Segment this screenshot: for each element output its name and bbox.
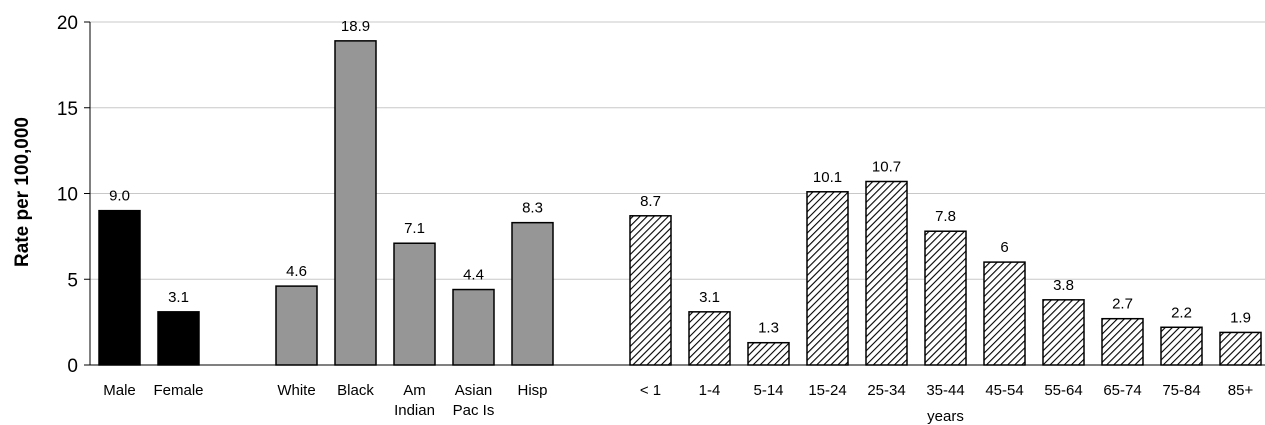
y-tick-label: 20 [57, 13, 78, 34]
data-label: 1.9 [1230, 309, 1251, 326]
y-tick-label: 15 [57, 99, 78, 120]
data-label: 1.3 [758, 320, 779, 337]
data-label: 18.9 [341, 18, 370, 35]
data-label: 3.8 [1053, 277, 1074, 294]
bar [157, 311, 200, 366]
y-tick-label: 0 [67, 356, 78, 377]
bar [393, 242, 436, 366]
x-tick-label: Asian [455, 382, 493, 399]
y-tick-label: 5 [67, 270, 78, 291]
bar [452, 288, 495, 366]
bar [747, 341, 790, 366]
bar [924, 230, 967, 366]
bar [1101, 317, 1144, 366]
bars [98, 40, 1262, 366]
x-tick-label: White [277, 382, 315, 399]
data-label: 3.1 [699, 289, 720, 306]
data-label: 3.1 [168, 289, 189, 306]
labels: 9.0 Male 3.1 Female 4.6 White 18.9 Black 7.1 Am In… [103, 18, 1253, 425]
x-tick-label: 25-34 [867, 382, 905, 399]
x-tick-label: < 1 [640, 382, 661, 399]
bar [1219, 331, 1262, 366]
data-label: 8.7 [640, 193, 661, 210]
bar [1042, 299, 1085, 366]
data-label: 6 [1000, 239, 1008, 256]
x-tick-label: 1-4 [699, 382, 721, 399]
x-tick-label: Pac Is [453, 402, 495, 419]
data-label: 10.1 [813, 169, 842, 186]
x-tick-label: Black [337, 382, 374, 399]
x-tick-label: 85+ [1228, 382, 1254, 399]
data-label: 7.1 [404, 220, 425, 237]
data-label: 2.7 [1112, 296, 1133, 313]
x-tick-label: 15-24 [808, 382, 846, 399]
data-label: 4.4 [463, 267, 484, 284]
group-label: years [927, 408, 964, 425]
data-label: 9.0 [109, 188, 130, 205]
x-tick-label: 55-64 [1044, 382, 1082, 399]
x-tick-label: 45-54 [985, 382, 1023, 399]
bar [983, 261, 1026, 366]
x-tick-label: Hisp [517, 382, 547, 399]
bar [806, 191, 849, 366]
bar [1160, 326, 1203, 366]
x-tick-label: 75-84 [1162, 382, 1200, 399]
bar [511, 221, 554, 366]
bar [334, 40, 377, 366]
data-label: 10.7 [872, 158, 901, 175]
gridlines [90, 21, 1265, 280]
x-tick-label: Am [403, 382, 426, 399]
x-tick-label: 35-44 [926, 382, 964, 399]
x-tick-label: 65-74 [1103, 382, 1141, 399]
bar [98, 209, 141, 366]
bar [865, 180, 908, 366]
x-tick-label: Male [103, 382, 136, 399]
data-label: 2.2 [1171, 304, 1192, 321]
data-label: 4.6 [286, 263, 307, 280]
data-label: 7.8 [935, 208, 956, 225]
x-tick-label: Female [153, 382, 203, 399]
x-tick-label: Indian [394, 402, 435, 419]
bar [688, 311, 731, 366]
x-tick-label: 5-14 [753, 382, 783, 399]
bar [275, 285, 318, 366]
data-label: 8.3 [522, 200, 543, 217]
y-axis-label: Rate per 100,000 [12, 117, 33, 267]
bar [629, 215, 672, 366]
y-tick-label: 10 [57, 185, 78, 206]
